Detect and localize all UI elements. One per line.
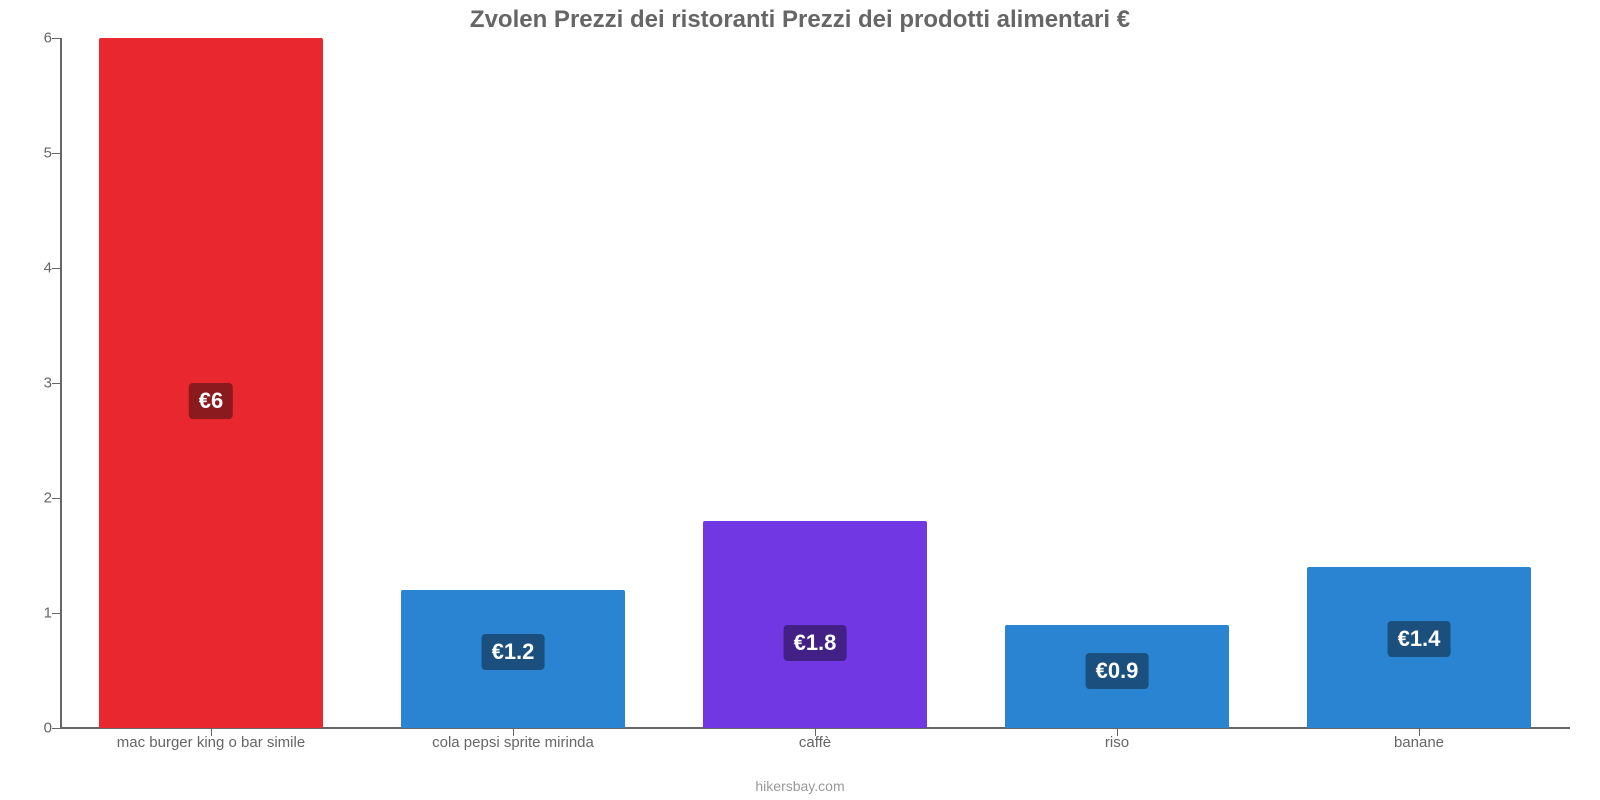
y-tick [52, 613, 60, 615]
y-tick [52, 728, 60, 730]
chart-title: Zvolen Prezzi dei ristoranti Prezzi dei … [0, 6, 1600, 34]
y-tick [52, 153, 60, 155]
value-badge: €1.2 [482, 634, 545, 670]
x-axis-label: banane [1219, 734, 1600, 751]
y-tick-label: 0 [12, 720, 52, 737]
value-badge: €1.8 [784, 625, 847, 661]
y-tick [52, 498, 60, 500]
y-tick [52, 383, 60, 385]
y-tick-label: 6 [12, 30, 52, 47]
value-badge: €0.9 [1086, 653, 1149, 689]
y-tick-label: 3 [12, 375, 52, 392]
chart-container: Zvolen Prezzi dei ristoranti Prezzi dei … [0, 0, 1600, 800]
value-badge: €6 [189, 383, 233, 419]
credit-text: hikersbay.com [0, 778, 1600, 794]
y-tick-label: 2 [12, 490, 52, 507]
y-tick-label: 1 [12, 605, 52, 622]
y-tick-label: 5 [12, 145, 52, 162]
value-badge: €1.4 [1388, 621, 1451, 657]
y-tick [52, 268, 60, 270]
y-tick [52, 38, 60, 40]
y-tick-label: 4 [12, 260, 52, 277]
